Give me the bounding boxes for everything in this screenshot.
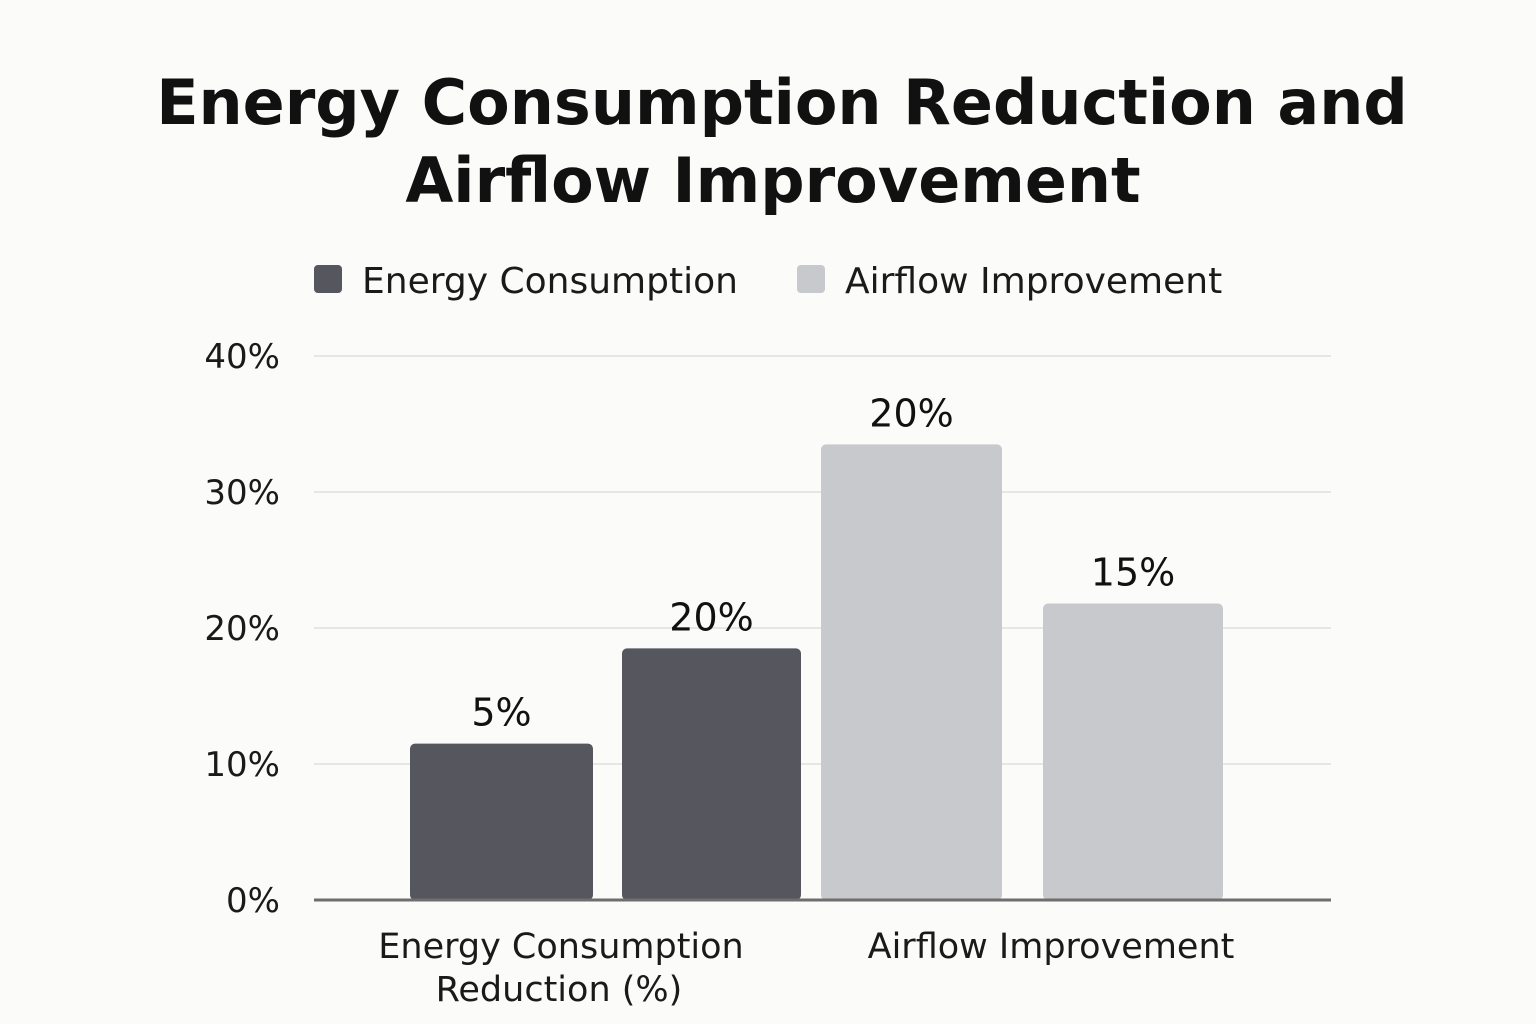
bar-value-label-1: 5% [471,691,531,735]
category-label-airflow: Airflow Improvement [868,927,1235,967]
y-tick-label-30: 30% [204,473,280,513]
legend-swatch-airflow-improvement [797,265,825,293]
bar-value-label-2: 20% [669,595,753,639]
legend-swatch-energy-consumption [314,265,342,293]
bar-1 [410,743,593,900]
bar-3 [821,444,1002,900]
y-tick-label-0: 0% [226,881,280,921]
y-tick-label-10: 10% [204,745,280,785]
y-tick-label-20: 20% [204,609,280,649]
category-label-energy-line-2: Reduction (%) [436,970,683,1010]
legend: Energy Consumption Airflow Improvement [314,261,1222,302]
bar-2 [622,648,801,900]
category-label-energy-line-1: Energy Consumption [378,927,743,967]
bars [410,444,1223,900]
bar-value-label-3: 20% [869,391,953,435]
legend-label-energy-consumption: Energy Consumption [362,261,738,302]
value-labels: 5% 20% 20% 15% [471,391,1175,734]
chart-title-line-2: Airflow Improvement [405,144,1140,217]
bar-value-label-4: 15% [1091,551,1175,595]
chart-title: Energy Consumption Reduction and Airflow… [156,66,1408,217]
y-axis-ticks: 0% 10% 20% 30% 40% [204,337,280,921]
y-tick-label-40: 40% [204,337,280,377]
category-labels: Energy Consumption Reduction (%) Airflow… [378,927,1234,1010]
bar-4 [1043,603,1223,900]
chart-title-line-1: Energy Consumption Reduction and [156,66,1408,139]
legend-label-airflow-improvement: Airflow Improvement [845,261,1222,302]
